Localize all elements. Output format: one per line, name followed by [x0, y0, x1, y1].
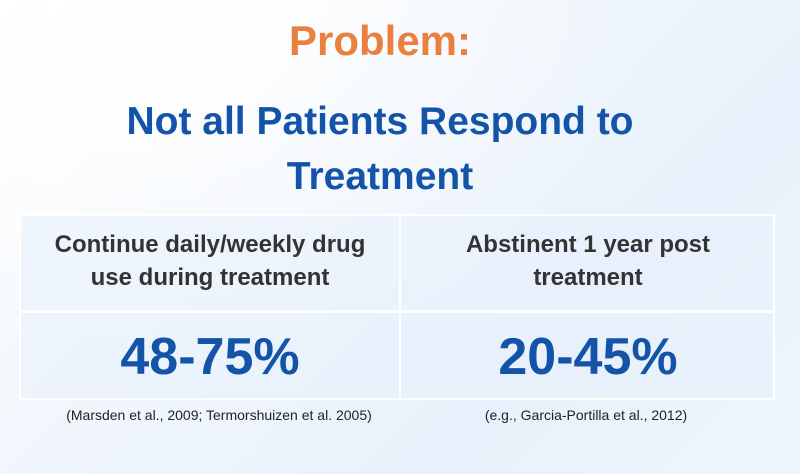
citation-abstinent: (e.g., Garcia-Portilla et al., 2012)	[484, 407, 688, 423]
column-header-line: treatment	[533, 264, 643, 291]
column-header-drug-use: Continue daily/weekly drug use during tr…	[21, 228, 399, 294]
table-column-divider	[399, 216, 401, 398]
value-drug-use-percent: 48-75%	[120, 328, 300, 386]
slide-subtitle: Not all Patients Respond to Treatment	[0, 94, 760, 204]
column-header-line: Abstinent 1 year post	[465, 231, 711, 258]
slide-title: Problem:	[288, 17, 472, 64]
subtitle-line-2: Treatment	[286, 155, 474, 198]
subtitle-line-1: Not all Patients Respond to	[126, 100, 634, 143]
column-header-line: Continue daily/weekly drug	[54, 231, 366, 258]
statistics-table: Continue daily/weekly drug use during tr…	[19, 214, 775, 400]
value-abstinent-percent: 20-45%	[498, 328, 678, 386]
column-header-abstinent: Abstinent 1 year post treatment	[401, 228, 775, 294]
table-row-divider	[21, 310, 773, 313]
citation-drug-use: (Marsden et al., 2009; Termorshuizen et …	[66, 407, 372, 423]
column-header-line: use during treatment	[90, 264, 330, 291]
